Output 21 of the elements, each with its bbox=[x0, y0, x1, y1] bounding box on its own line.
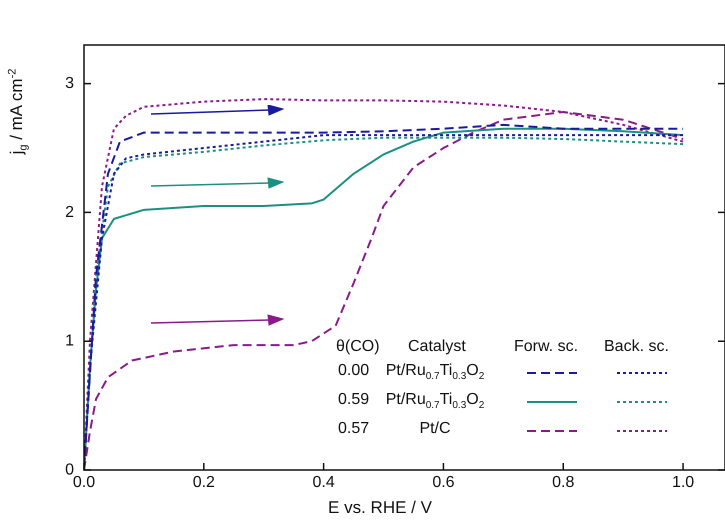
annotation: 0.00 bbox=[338, 362, 370, 380]
annotation: Catalyst bbox=[408, 338, 466, 356]
annotation: θ(CO) bbox=[336, 338, 380, 356]
x-tick-label: 0.0 bbox=[72, 474, 96, 492]
y-tick-label: 1 bbox=[65, 332, 74, 350]
x-tick-label: 0.2 bbox=[192, 474, 216, 492]
annotation: 0.59 bbox=[338, 391, 370, 409]
x-tick-label: 0.4 bbox=[312, 474, 335, 492]
y-tick-label: 0 bbox=[65, 461, 74, 478]
x-tick-label: 1.0 bbox=[672, 474, 694, 492]
x-axis-title: E vs. RHE / V bbox=[327, 498, 433, 518]
x-tick-label: 0.8 bbox=[552, 474, 574, 492]
annotation: 0.57 bbox=[338, 420, 370, 438]
y-tick-label: 2 bbox=[65, 204, 74, 221]
annotation: Pt/Ru$_{0.7}$Ti$_{0.3}$O$_{2}$ bbox=[386, 391, 484, 412]
x-tick-label: 0.6 bbox=[432, 474, 455, 492]
annotation: Back. sc. bbox=[604, 338, 669, 356]
y-tick-label: 3 bbox=[65, 75, 74, 92]
annotation: Forw. sc. bbox=[514, 338, 578, 356]
annotation: Pt/Ru$_{0.7}$Ti$_{0.3}$O$_{2}$ bbox=[386, 362, 484, 382]
annotation: Pt/C bbox=[419, 420, 451, 437]
